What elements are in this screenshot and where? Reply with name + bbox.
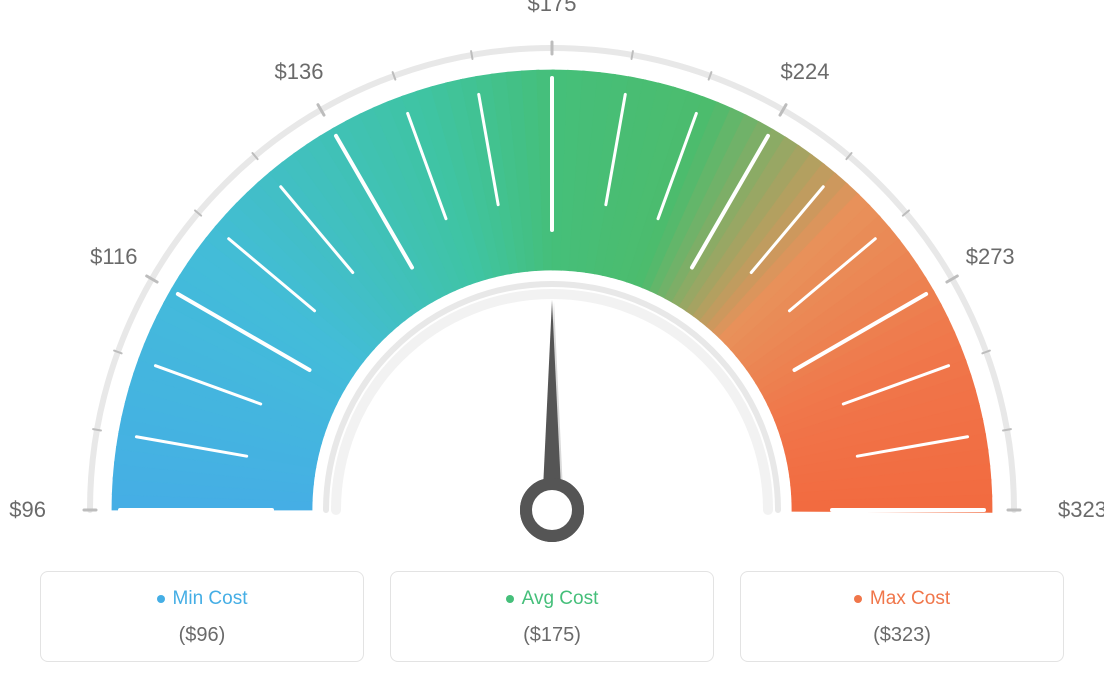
- gauge-tick-label: $273: [966, 244, 1015, 269]
- legend-max-title: Max Cost: [854, 588, 950, 610]
- legend-max-box: Max Cost ($323): [740, 571, 1064, 662]
- legend-min-label: Min Cost: [173, 588, 248, 610]
- gauge-tick-label: $136: [275, 59, 324, 84]
- legend-row: Min Cost ($96) Avg Cost ($175) Max Cost …: [40, 571, 1064, 662]
- legend-max-label: Max Cost: [870, 588, 950, 610]
- legend-avg-value: ($175): [391, 624, 713, 647]
- gauge-tick-label: $116: [90, 244, 137, 269]
- dot-icon: [854, 595, 862, 603]
- legend-min-title: Min Cost: [157, 588, 248, 610]
- legend-avg-title: Avg Cost: [506, 588, 599, 610]
- gauge-tick-label: $323: [1058, 497, 1104, 522]
- legend-min-value: ($96): [41, 624, 363, 647]
- gauge-tick-label: $224: [781, 59, 830, 84]
- gauge-tick-label: $175: [528, 0, 577, 16]
- dot-icon: [506, 595, 514, 603]
- legend-avg-label: Avg Cost: [522, 588, 599, 610]
- dot-icon: [157, 595, 165, 603]
- cost-gauge: $96 $116 $136 $175 $224 $273 $323: [0, 0, 1104, 560]
- legend-min-box: Min Cost ($96): [40, 571, 364, 662]
- legend-avg-box: Avg Cost ($175): [390, 571, 714, 662]
- gauge-tick-label: $96: [9, 497, 46, 522]
- legend-max-value: ($323): [741, 624, 1063, 647]
